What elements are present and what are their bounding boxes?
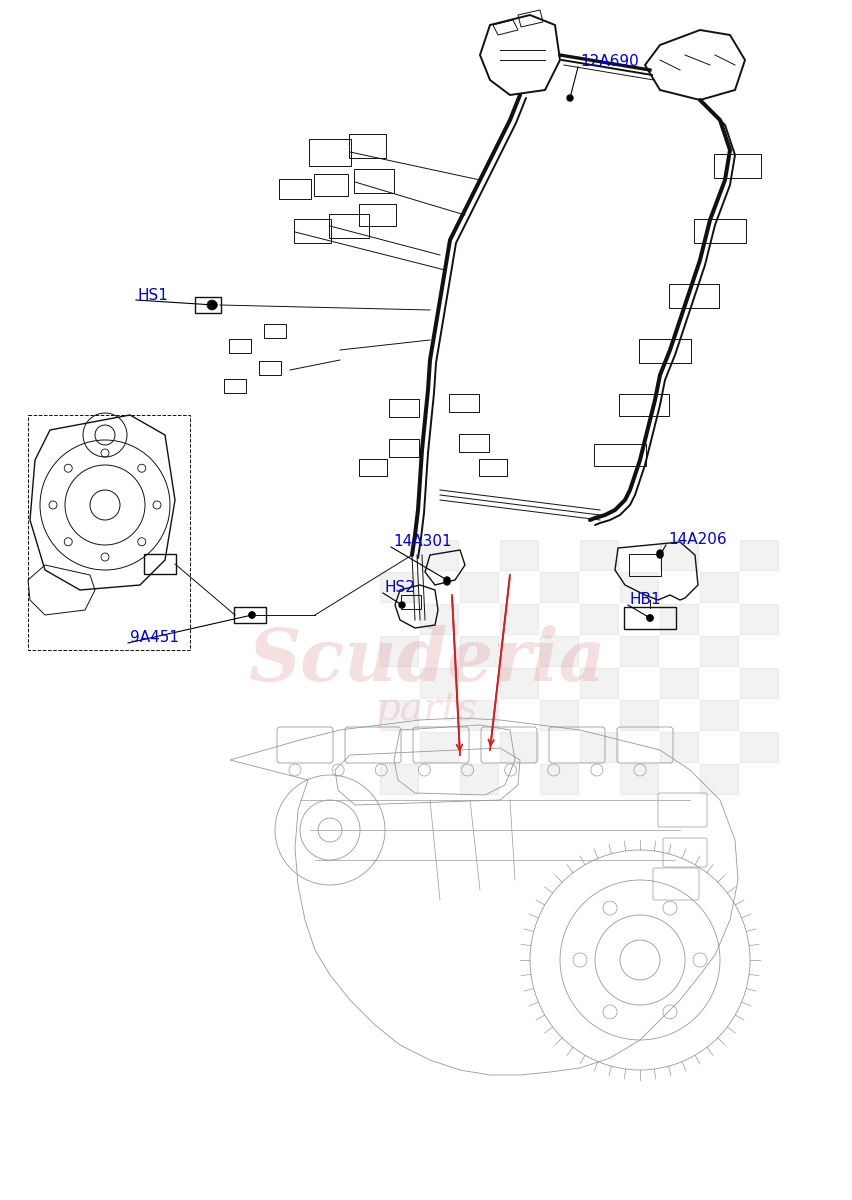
Text: HS2: HS2 <box>384 581 416 595</box>
Polygon shape <box>459 764 498 794</box>
Polygon shape <box>499 668 538 698</box>
Text: parts: parts <box>375 691 477 728</box>
Polygon shape <box>419 604 458 634</box>
Circle shape <box>656 550 662 556</box>
Polygon shape <box>659 540 697 570</box>
Polygon shape <box>699 636 737 666</box>
Circle shape <box>444 578 450 584</box>
Circle shape <box>567 95 573 101</box>
Polygon shape <box>419 540 458 570</box>
Polygon shape <box>539 636 578 666</box>
Polygon shape <box>379 572 417 602</box>
Text: 12A690: 12A690 <box>579 54 638 70</box>
Polygon shape <box>619 636 657 666</box>
Polygon shape <box>379 700 417 730</box>
Polygon shape <box>740 732 777 762</box>
Text: HS1: HS1 <box>138 288 169 302</box>
Text: 14A301: 14A301 <box>393 534 451 550</box>
Polygon shape <box>699 764 737 794</box>
Text: 14A206: 14A206 <box>667 533 726 547</box>
Polygon shape <box>740 604 777 634</box>
Polygon shape <box>539 572 578 602</box>
Polygon shape <box>579 604 618 634</box>
Polygon shape <box>499 732 538 762</box>
Circle shape <box>249 612 255 618</box>
Circle shape <box>646 614 653 622</box>
Polygon shape <box>499 540 538 570</box>
Polygon shape <box>699 700 737 730</box>
Circle shape <box>249 612 255 618</box>
Circle shape <box>444 577 450 583</box>
Polygon shape <box>499 604 538 634</box>
Polygon shape <box>459 700 498 730</box>
Polygon shape <box>459 636 498 666</box>
Polygon shape <box>619 572 657 602</box>
Polygon shape <box>619 700 657 730</box>
Polygon shape <box>579 668 618 698</box>
Circle shape <box>210 302 216 308</box>
Polygon shape <box>539 700 578 730</box>
Polygon shape <box>379 764 417 794</box>
Polygon shape <box>619 764 657 794</box>
Circle shape <box>399 602 405 608</box>
Polygon shape <box>699 572 737 602</box>
Polygon shape <box>659 732 697 762</box>
Polygon shape <box>659 668 697 698</box>
Polygon shape <box>740 668 777 698</box>
Polygon shape <box>539 764 578 794</box>
Polygon shape <box>419 668 458 698</box>
Polygon shape <box>459 572 498 602</box>
Polygon shape <box>659 604 697 634</box>
Polygon shape <box>379 636 417 666</box>
Circle shape <box>656 552 662 558</box>
Text: Scuderia: Scuderia <box>247 624 605 696</box>
Text: HB1: HB1 <box>630 593 661 607</box>
Polygon shape <box>579 732 618 762</box>
Circle shape <box>207 300 216 310</box>
Polygon shape <box>579 540 618 570</box>
Circle shape <box>646 614 653 622</box>
Text: 9A451: 9A451 <box>130 630 179 646</box>
Polygon shape <box>740 540 777 570</box>
Polygon shape <box>419 732 458 762</box>
